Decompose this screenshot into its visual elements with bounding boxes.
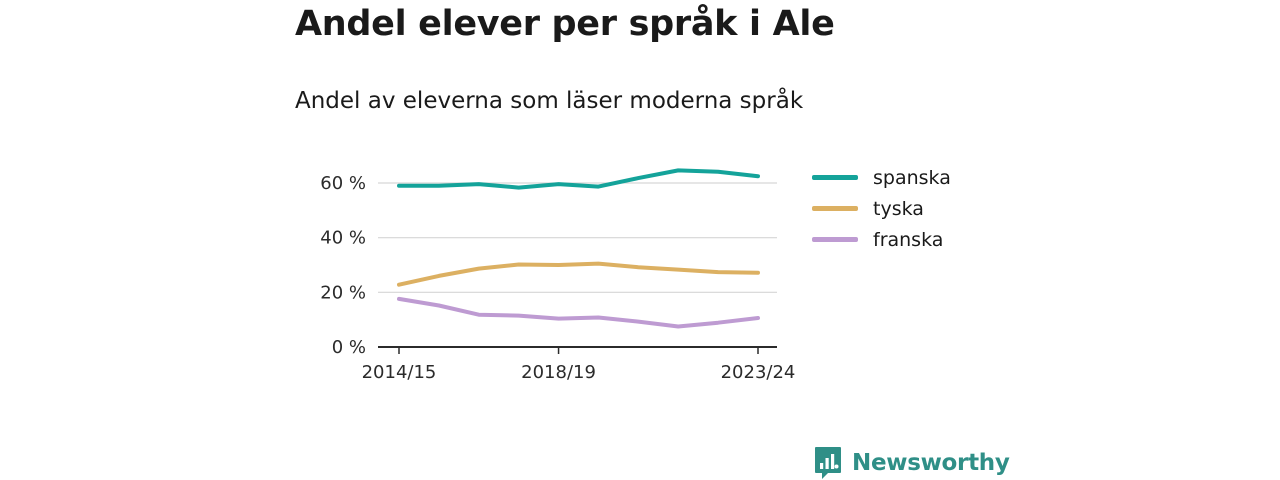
y-tick-label: 0 % (332, 337, 366, 358)
y-axis-ticks: 0 % 20 % 40 % 60 % (320, 173, 366, 358)
chart-title: Andel elever per språk i Ale (295, 4, 835, 44)
legend-item-tyska: tyska (812, 193, 951, 224)
y-tick-label: 60 % (320, 173, 366, 194)
grid-lines (378, 182, 777, 293)
legend-swatch (812, 206, 858, 211)
legend-swatch (812, 237, 858, 242)
series-line-spanska (397, 168, 760, 190)
y-tick-label: 20 % (320, 282, 366, 303)
legend-label: spanska (873, 166, 951, 189)
x-tick-label: 2023/24 (721, 362, 796, 383)
series-line-franska (397, 296, 760, 329)
legend: spanska tyska franska (812, 162, 951, 255)
legend-label: franska (873, 228, 944, 251)
brand-logo: Newsworthy (814, 446, 1010, 480)
newsworthy-logo-icon (815, 447, 841, 479)
legend-item-spanska: spanska (812, 162, 951, 193)
chart-subtitle: Andel av eleverna som läser moderna språ… (295, 88, 804, 114)
legend-item-franska: franska (812, 224, 951, 255)
y-tick-label: 40 % (320, 228, 366, 249)
legend-swatch (812, 175, 858, 180)
x-tick-label: 2018/19 (521, 362, 596, 383)
x-tick-label: 2014/15 (362, 362, 437, 383)
series-line-tyska (397, 261, 760, 287)
x-axis: 2014/15 2018/19 2023/24 (362, 346, 796, 383)
legend-label: tyska (873, 197, 924, 220)
series-lines (397, 168, 760, 329)
brand-name: Newsworthy (852, 450, 1010, 476)
